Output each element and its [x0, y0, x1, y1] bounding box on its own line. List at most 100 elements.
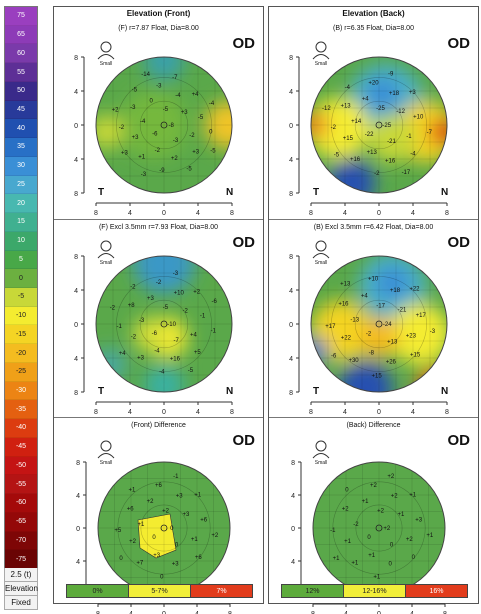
map-value: -25 [382, 123, 391, 129]
back-elevation-panel: (B) r=6.35 Float, Dia=8.00 OD 8 4 0 4 8 8 4 0 4 8 -2… [269, 21, 478, 217]
map-value: -6 [211, 299, 217, 305]
panel-subtitle: (B) r=6.35 Float, Dia=8.00 [333, 25, 414, 32]
map-value: +5 [194, 350, 202, 356]
map-value: -5 [163, 305, 169, 311]
map-value: -24 [383, 322, 392, 328]
map-value: +2 [211, 533, 219, 539]
map-value: +14 [351, 119, 362, 125]
scale-cell: 30 [5, 156, 37, 176]
scale-mode-label[interactable]: Elevation [4, 582, 38, 596]
elevation-map[interactable]: 8 4 0 4 8 8 4 0 4 8 -10 -6 -5 -7 -3 -2 -4 +3 +4 -2 +10 +16 +8 -… [54, 220, 263, 416]
map-value: -8 [369, 351, 375, 357]
map-value: -10 [167, 322, 176, 328]
scale-cell: -35 [5, 400, 37, 420]
y-tick-label: 0 [74, 123, 78, 130]
map-value: +3 [172, 562, 180, 568]
y-tick-label: 4 [289, 89, 293, 96]
map-value: -3 [173, 138, 179, 144]
x-tick-label: 0 [162, 210, 166, 217]
map-value: -22 [365, 132, 374, 138]
map-value: +1 [426, 533, 434, 539]
map-value: +4 [119, 351, 127, 357]
y-tick-label: 4 [74, 356, 78, 363]
map-value: -2 [331, 125, 337, 131]
x-tick-label: 4 [128, 210, 132, 217]
x-tick-label: 4 [343, 210, 347, 217]
map-value: -4 [140, 119, 146, 125]
y-tick-label: 0 [74, 322, 78, 329]
nasal-label: N [226, 187, 233, 198]
map-value: +3 [415, 517, 423, 523]
y-tick-label: 4 [76, 493, 80, 500]
x-tick-label: 8 [445, 409, 449, 416]
map-value: +3 [147, 296, 155, 302]
map-value: -2 [119, 125, 125, 131]
map-value: +13 [367, 150, 378, 156]
map-value: -7 [427, 130, 433, 136]
map-value: +18 [389, 91, 400, 97]
eye-label: OD [447, 35, 471, 52]
person-icon[interactable]: Small [97, 240, 115, 266]
x-tick-label: 4 [196, 409, 200, 416]
map-value: -3 [173, 271, 179, 277]
front-elevation-panel: (F) r=7.87 Float, Dia=8.00 OD 8 4 0 4 8 8 4 0 4 8 -8… [54, 21, 263, 217]
x-tick-label: 8 [309, 409, 313, 416]
map-value: +2 [342, 506, 350, 512]
elevation-map[interactable]: 8404884048+20+20-2+1+1+1+2+1+20+2+3+1+20… [269, 418, 478, 614]
x-tick-label: 0 [162, 409, 166, 416]
map-value: +4 [190, 333, 198, 339]
map-value: +15 [343, 136, 354, 142]
column-title-front: Elevation (Front) [126, 9, 191, 18]
scale-fixed-label[interactable]: Fixed [4, 596, 38, 610]
elevation-map[interactable]: 8 4 0 4 8 8 4 0 4 8 -8 -6 -5 -3 -4 +3 -2 0 -2 +3 -4 +2 -3 -5 +1 -… [54, 21, 263, 217]
map-value: -12 [322, 106, 331, 112]
person-icon[interactable]: Small [312, 240, 330, 266]
map-value: +2 [377, 509, 385, 515]
elevation-map[interactable]: 840488404800+20+1+3+3+2+1+2+3+3+6+6+7+6+… [54, 418, 263, 614]
y-tick-label: 8 [289, 390, 293, 397]
map-value: +8 [128, 303, 136, 309]
scale-step-label[interactable]: 2.5 (t) [4, 568, 38, 582]
scale-cell: -65 [5, 512, 37, 532]
map-value: -2 [353, 522, 359, 528]
panel-subtitle: (Front) Difference [131, 422, 186, 429]
scale-cell: 40 [5, 119, 37, 139]
y-tick-label: 8 [289, 55, 293, 62]
person-icon[interactable]: Small [97, 41, 115, 67]
map-value: +1 [194, 492, 202, 498]
map-value: -5 [163, 107, 169, 113]
scale-cell: -25 [5, 362, 37, 382]
map-value: +1 [397, 512, 405, 518]
person-icon[interactable]: Small [312, 440, 330, 466]
map-value: +10 [413, 114, 424, 120]
map-value: -5 [210, 149, 216, 155]
x-tick-label: 4 [343, 409, 347, 416]
map-value: -3 [430, 329, 436, 335]
x-tick-label: 4 [411, 210, 415, 217]
scale-cell: 55 [5, 63, 37, 82]
map-value: +3 [182, 512, 190, 518]
person-icon[interactable]: Small [312, 41, 330, 67]
scale-cell: 65 [5, 25, 37, 45]
person-size-label: Small [100, 460, 113, 466]
map-value: +1 [138, 155, 146, 161]
legend-item: 0% [67, 585, 129, 597]
column-title-back: Elevation (Back) [342, 9, 405, 18]
map-value: +4 [362, 96, 370, 102]
legend-item: 12% [282, 585, 344, 597]
map-value: -3 [156, 83, 162, 89]
legend-item: 16% [406, 585, 467, 597]
x-tick-label: 4 [196, 210, 200, 217]
person-size-label: Small [100, 61, 113, 67]
map-value: +30 [348, 358, 359, 364]
y-tick-label: 4 [74, 89, 78, 96]
map-value: -5 [188, 368, 194, 374]
y-tick-label: 8 [74, 390, 78, 397]
person-icon[interactable]: Small [97, 440, 115, 466]
elevation-map[interactable]: 8 4 0 4 8 8 4 0 4 8 -25 -22 -25 -21 +14 -12 +13 +4 -1 +15 +1… [269, 21, 478, 217]
elevation-map[interactable]: 8 4 0 4 8 8 4 0 4 8 -24 -2 -17 +13 -13 -21 -8 +4 +23 +22 +18… [269, 220, 478, 416]
map-value: -1 [211, 329, 217, 335]
map-value: +3 [181, 110, 189, 116]
x-tick-label: 8 [94, 409, 98, 416]
map-value: +6 [195, 555, 203, 561]
